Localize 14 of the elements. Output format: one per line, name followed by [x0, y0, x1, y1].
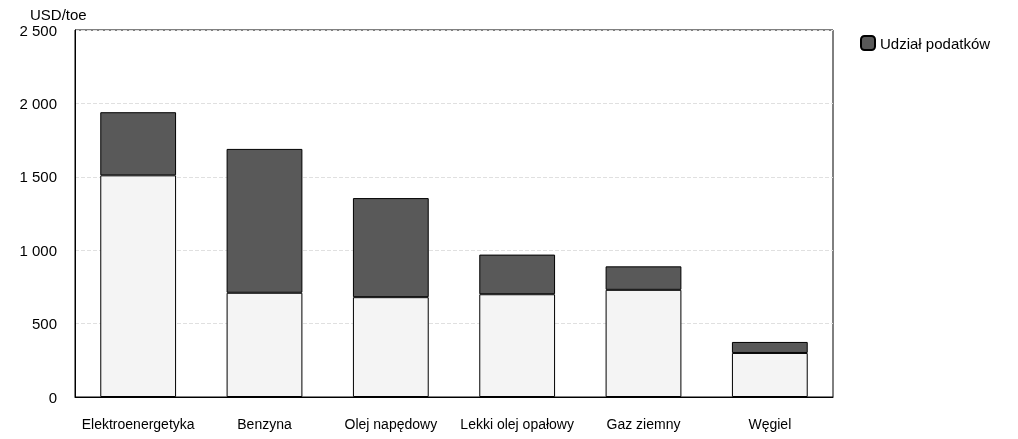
x-tick-label: Gaz ziemny	[606, 416, 681, 432]
y-tick-label: 2 500	[19, 21, 57, 39]
x-tick-label: Lekki olej opałowy	[460, 416, 574, 432]
x-tick-label: Węgiel	[748, 416, 792, 432]
legend-label: Udział podatków	[880, 34, 991, 52]
y-axis-title: USD/toe	[30, 6, 87, 23]
x-tick-label: Olej napędowy	[344, 416, 438, 432]
y-tick-label: 1 500	[19, 168, 57, 186]
y-tick-label: 1 000	[19, 241, 57, 259]
x-tick-label: Elektroenergetyka	[81, 416, 195, 432]
x-tick-label: Benzyna	[237, 416, 292, 432]
y-tick-label: 0	[48, 388, 57, 406]
y-tick-label: 2 000	[19, 94, 57, 112]
y-tick-label: 500	[31, 315, 57, 333]
